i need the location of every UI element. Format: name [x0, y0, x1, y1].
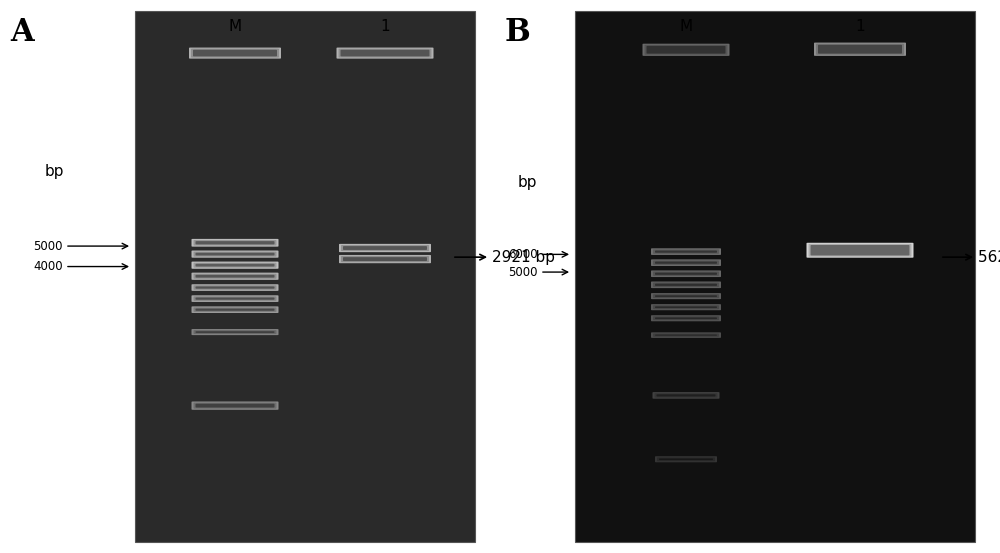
FancyBboxPatch shape	[195, 264, 274, 267]
FancyBboxPatch shape	[651, 304, 721, 310]
FancyBboxPatch shape	[653, 316, 719, 320]
FancyBboxPatch shape	[653, 333, 719, 337]
FancyBboxPatch shape	[191, 329, 278, 335]
FancyBboxPatch shape	[810, 245, 910, 255]
FancyBboxPatch shape	[643, 44, 730, 56]
FancyBboxPatch shape	[195, 331, 274, 333]
FancyBboxPatch shape	[340, 50, 430, 56]
FancyBboxPatch shape	[191, 306, 278, 313]
Text: 1: 1	[380, 19, 390, 34]
FancyBboxPatch shape	[651, 259, 721, 266]
FancyBboxPatch shape	[653, 294, 719, 298]
Text: 4000: 4000	[33, 260, 63, 273]
FancyBboxPatch shape	[814, 43, 906, 56]
FancyBboxPatch shape	[343, 257, 427, 261]
FancyBboxPatch shape	[655, 273, 717, 275]
FancyBboxPatch shape	[653, 272, 719, 276]
Text: M: M	[228, 19, 242, 34]
FancyBboxPatch shape	[191, 295, 278, 302]
FancyBboxPatch shape	[339, 244, 431, 252]
FancyBboxPatch shape	[193, 296, 276, 301]
FancyBboxPatch shape	[651, 332, 721, 338]
FancyBboxPatch shape	[338, 49, 432, 58]
Text: 1: 1	[855, 19, 865, 34]
Bar	[135, 11, 475, 542]
FancyBboxPatch shape	[193, 252, 276, 257]
Text: 2921 bp: 2921 bp	[492, 249, 555, 265]
Text: 5000: 5000	[509, 265, 538, 279]
FancyBboxPatch shape	[336, 48, 434, 59]
FancyBboxPatch shape	[193, 285, 276, 290]
FancyBboxPatch shape	[191, 284, 278, 291]
Text: A: A	[10, 17, 34, 48]
FancyBboxPatch shape	[651, 293, 721, 299]
Text: bp: bp	[45, 164, 64, 179]
Text: 6000: 6000	[508, 248, 538, 261]
Text: bp: bp	[518, 175, 538, 190]
FancyBboxPatch shape	[816, 44, 904, 55]
FancyBboxPatch shape	[651, 281, 721, 288]
FancyBboxPatch shape	[195, 298, 274, 300]
FancyBboxPatch shape	[195, 309, 274, 311]
FancyBboxPatch shape	[659, 458, 713, 460]
FancyBboxPatch shape	[191, 273, 278, 280]
FancyBboxPatch shape	[651, 270, 721, 277]
FancyBboxPatch shape	[655, 335, 717, 336]
FancyBboxPatch shape	[193, 307, 276, 312]
FancyBboxPatch shape	[655, 456, 717, 462]
FancyBboxPatch shape	[645, 45, 728, 55]
FancyBboxPatch shape	[191, 251, 278, 258]
FancyBboxPatch shape	[651, 315, 721, 321]
FancyBboxPatch shape	[653, 392, 720, 399]
FancyBboxPatch shape	[341, 256, 429, 262]
Bar	[575, 11, 975, 542]
FancyBboxPatch shape	[655, 317, 717, 319]
FancyBboxPatch shape	[191, 401, 278, 410]
FancyBboxPatch shape	[193, 240, 276, 246]
FancyBboxPatch shape	[806, 243, 914, 258]
FancyBboxPatch shape	[653, 260, 719, 265]
FancyBboxPatch shape	[193, 330, 276, 334]
FancyBboxPatch shape	[191, 262, 278, 269]
FancyBboxPatch shape	[657, 457, 715, 461]
FancyBboxPatch shape	[189, 48, 281, 59]
FancyBboxPatch shape	[651, 248, 721, 255]
FancyBboxPatch shape	[818, 45, 902, 54]
FancyBboxPatch shape	[653, 249, 719, 254]
FancyBboxPatch shape	[193, 274, 276, 279]
Text: 5624 bp: 5624 bp	[978, 249, 1000, 265]
FancyBboxPatch shape	[653, 283, 719, 287]
FancyBboxPatch shape	[191, 239, 278, 247]
FancyBboxPatch shape	[655, 262, 717, 264]
FancyBboxPatch shape	[655, 393, 718, 398]
FancyBboxPatch shape	[191, 49, 279, 58]
FancyBboxPatch shape	[655, 251, 717, 253]
FancyBboxPatch shape	[193, 50, 277, 56]
FancyBboxPatch shape	[195, 253, 274, 255]
FancyBboxPatch shape	[195, 241, 274, 244]
Text: 5000: 5000	[34, 239, 63, 253]
FancyBboxPatch shape	[655, 284, 717, 286]
FancyBboxPatch shape	[195, 275, 274, 278]
FancyBboxPatch shape	[655, 295, 717, 297]
FancyBboxPatch shape	[657, 394, 716, 397]
FancyBboxPatch shape	[339, 255, 431, 263]
Text: B: B	[505, 17, 531, 48]
FancyBboxPatch shape	[647, 46, 726, 54]
FancyBboxPatch shape	[343, 246, 427, 250]
FancyBboxPatch shape	[193, 403, 276, 409]
FancyBboxPatch shape	[195, 404, 274, 408]
FancyBboxPatch shape	[653, 305, 719, 309]
FancyBboxPatch shape	[195, 286, 274, 289]
FancyBboxPatch shape	[655, 306, 717, 308]
FancyBboxPatch shape	[341, 245, 429, 251]
FancyBboxPatch shape	[808, 244, 912, 257]
Text: M: M	[679, 19, 693, 34]
FancyBboxPatch shape	[193, 263, 276, 268]
